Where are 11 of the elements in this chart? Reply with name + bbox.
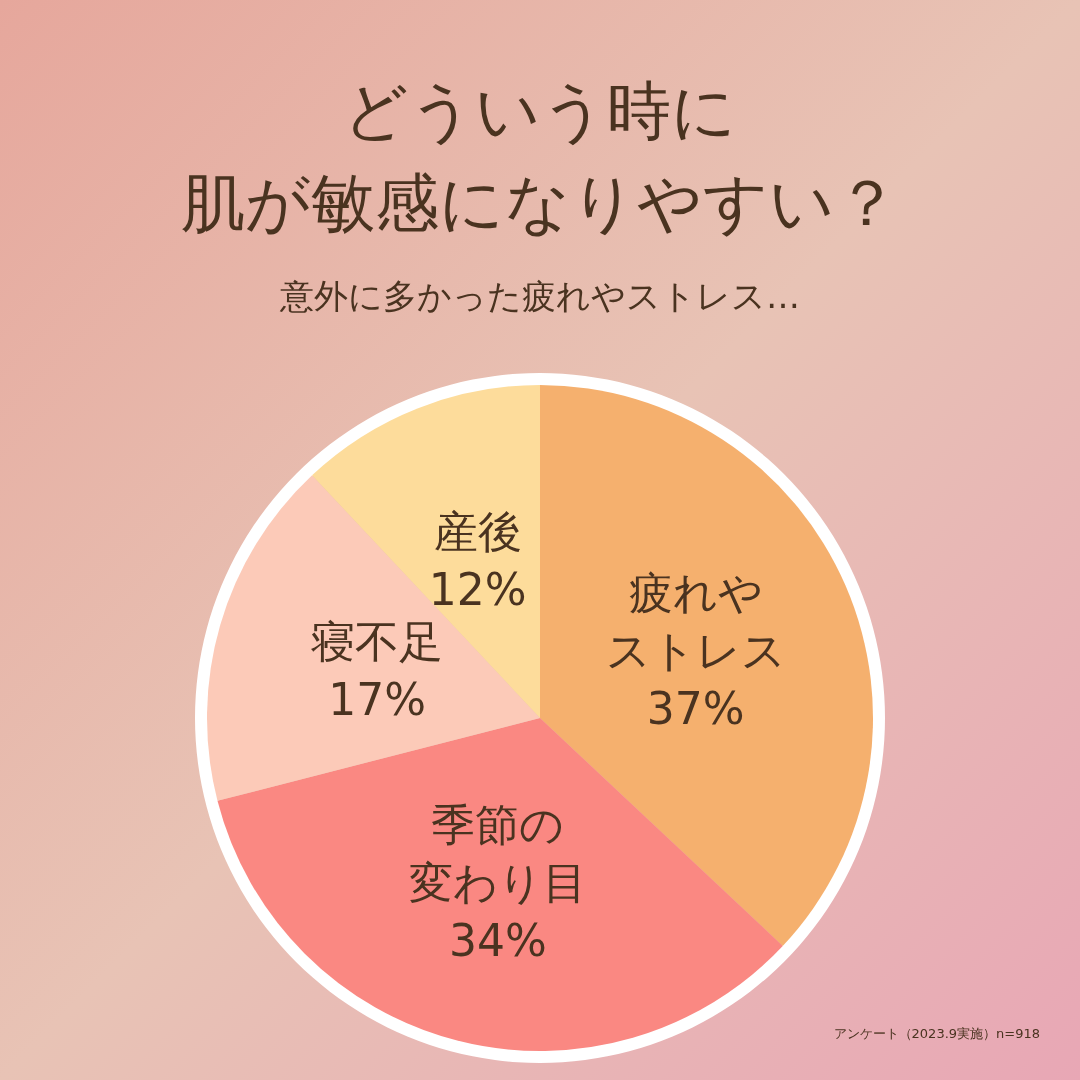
chart-title: どういう時に肌が敏感になりやすい？ <box>181 74 899 240</box>
slice-label: 季節の変わり目 <box>408 798 587 908</box>
data-label: 34% <box>448 914 547 966</box>
slice-label: 寝不足 <box>311 616 444 668</box>
data-label: 17% <box>328 674 427 726</box>
text: アンケート（2023.9実施）n=918 <box>833 1026 1041 1041</box>
data-label: 37% <box>646 683 745 735</box>
slice-label: 産後 <box>433 505 522 557</box>
chart-subtitle: 意外に多かった疲れやストレス… <box>279 276 800 316</box>
slice-label: 疲れやストレス <box>605 567 786 677</box>
data-label: 12% <box>428 563 527 615</box>
